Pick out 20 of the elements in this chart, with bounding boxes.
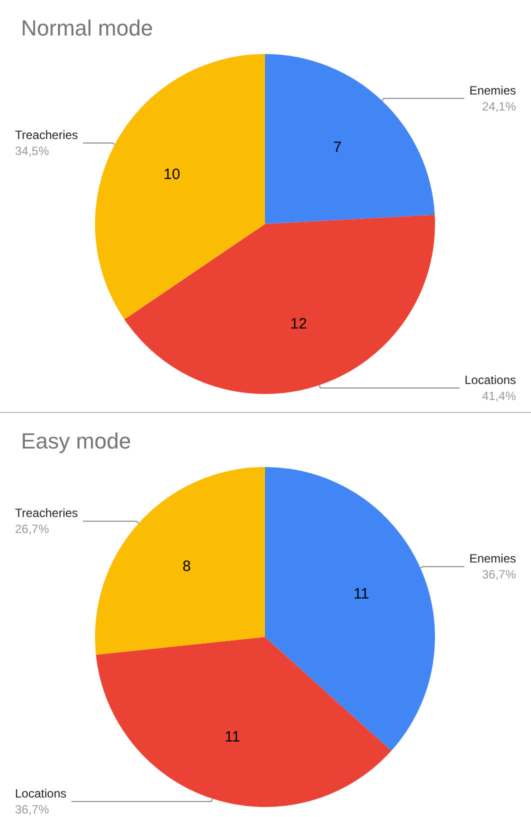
data-label: 7 <box>333 138 342 156</box>
data-label: 11 <box>224 728 240 746</box>
text: 36,7% <box>482 568 516 582</box>
data-label: 10 <box>164 166 180 184</box>
data-label: 11 <box>354 586 370 603</box>
text: 26,7% <box>15 522 50 536</box>
data-label: 8 <box>182 558 191 575</box>
chart-title: Normal mode <box>21 16 154 40</box>
slice-label: Locations <box>15 786 66 801</box>
slice-label: Treacheries <box>15 128 78 142</box>
slice-label: Enemies <box>469 552 516 566</box>
data-label: 12 <box>290 315 307 332</box>
slice-label: Treacheries <box>15 506 78 520</box>
text: 24,1% <box>482 99 516 114</box>
slice-label: Locations <box>464 372 516 387</box>
slice-label: Enemies <box>469 83 516 98</box>
text: 34,5% <box>15 144 50 158</box>
text: 41,4% <box>482 388 516 403</box>
text: 36,7% <box>15 802 50 817</box>
chart-title: Easy mode <box>21 428 132 454</box>
